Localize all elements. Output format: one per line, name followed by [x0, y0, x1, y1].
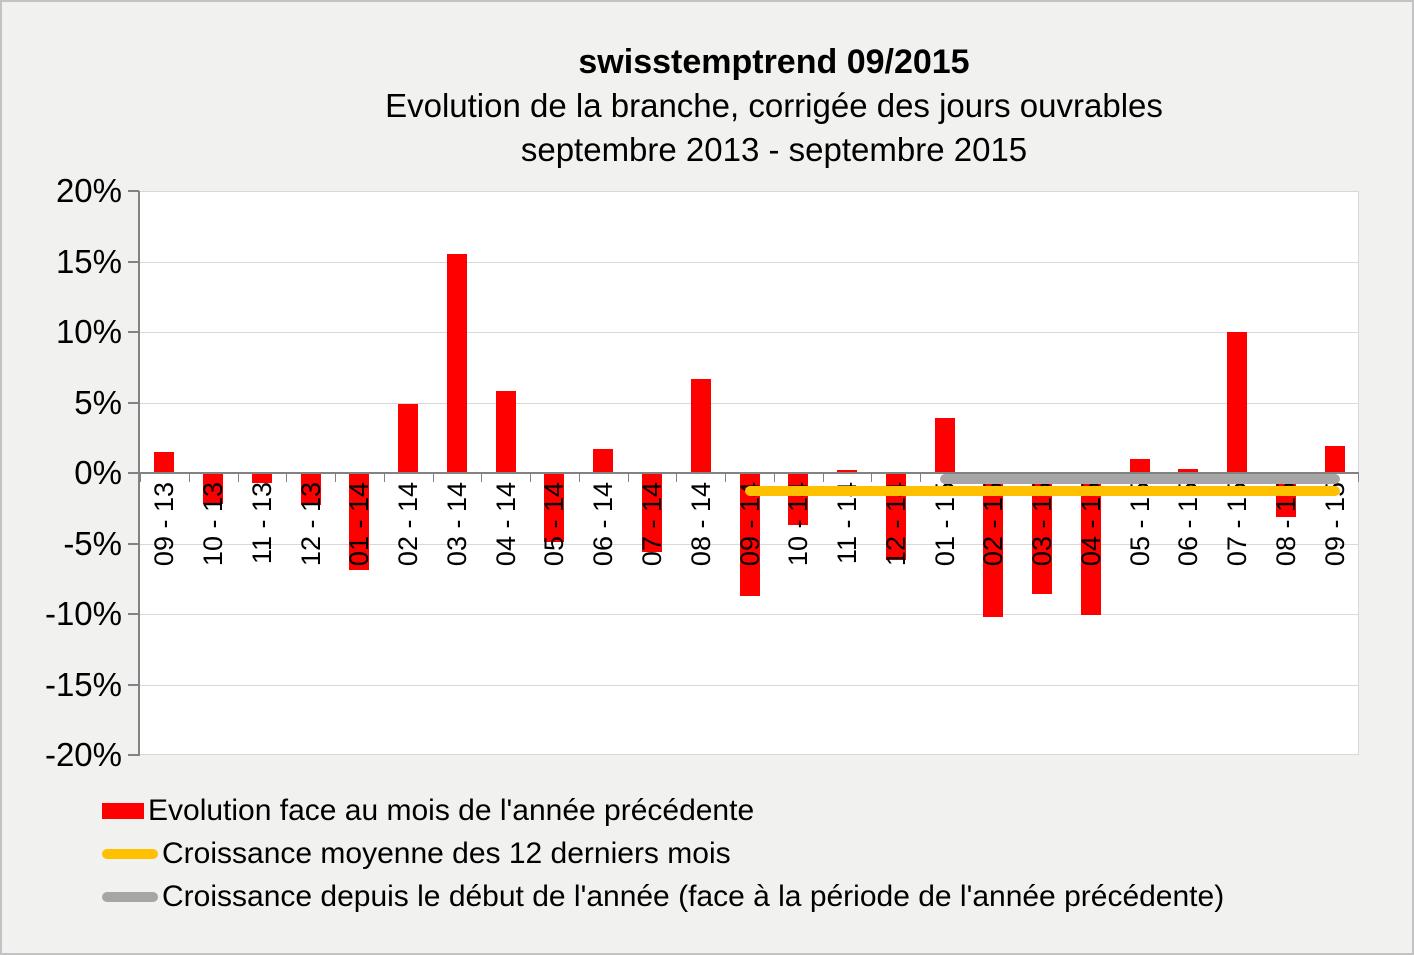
gridline	[140, 614, 1359, 615]
y-axis-label: -10%	[44, 595, 122, 632]
y-axis-label: 5%	[74, 383, 122, 421]
x-axis-tick	[822, 473, 824, 482]
plot-area: 09 - 13 10 - 13 11 - 13 12 - 13 01 - 14 02 - …	[140, 191, 1359, 755]
y-axis-label: 20%	[55, 172, 122, 209]
bar	[203, 473, 224, 505]
x-axis-label: 12 - 13	[295, 482, 326, 567]
x-axis-tick	[286, 473, 288, 482]
legend-item-label: Croissance moyenne des 12 derniers mois	[162, 836, 731, 870]
bar	[690, 378, 711, 473]
x-axis-label: 06 - 14	[588, 482, 619, 567]
x-axis-label: 03 - 14	[441, 482, 472, 567]
y-axis-label: 0%	[74, 454, 122, 491]
x-axis-label: 10 - 13	[198, 482, 229, 567]
bar	[349, 473, 370, 571]
y-axis-label: 10%	[55, 313, 122, 350]
x-axis-label: 07 - 14	[636, 482, 667, 567]
gridline	[140, 191, 1359, 192]
x-axis-tick	[773, 473, 775, 482]
y-axis-tick	[128, 331, 139, 333]
bar	[934, 418, 955, 473]
x-axis-tick	[383, 473, 385, 482]
x-axis-tick	[725, 473, 727, 482]
legend-item-label: Croissance depuis le début de l'année (f…	[162, 879, 1225, 913]
x-axis-tick	[920, 473, 922, 482]
x-axis-tick	[140, 473, 141, 482]
legend-line-swatch-gray-icon	[102, 891, 158, 902]
gridline	[140, 332, 1359, 333]
bar	[739, 473, 760, 596]
bar	[1032, 473, 1053, 595]
gridline	[140, 402, 1359, 404]
bar	[398, 403, 419, 473]
legend-line-swatch-orange-icon	[102, 848, 158, 859]
bar	[446, 254, 467, 473]
y-axis-tick	[128, 613, 139, 615]
y-axis-label: -5%	[63, 524, 122, 562]
gridline	[140, 261, 1359, 263]
bar	[593, 449, 614, 473]
y-axis-label: -20%	[44, 736, 122, 773]
avg-12-months-line	[744, 485, 1340, 496]
y-axis-tick	[128, 260, 139, 263]
y-axis-line	[138, 191, 140, 756]
x-axis-label: 04 - 14	[490, 482, 521, 567]
y-axis-label: -15%	[44, 665, 122, 703]
x-axis-tick	[237, 473, 239, 482]
x-axis-tick	[676, 473, 678, 482]
bar	[641, 473, 662, 552]
bar	[1324, 446, 1345, 473]
x-axis-tick	[335, 473, 337, 482]
bar	[983, 473, 1004, 617]
bar	[495, 391, 516, 473]
x-axis-tick	[188, 473, 190, 482]
x-axis-tick	[432, 473, 434, 482]
x-axis-tick	[578, 473, 580, 482]
legend-item: Croissance depuis le début de l'année (f…	[102, 875, 1224, 918]
y-axis-tick	[128, 754, 139, 756]
bar	[251, 473, 272, 483]
bar	[1129, 458, 1150, 473]
bar	[544, 473, 565, 543]
bar	[1080, 473, 1101, 616]
y-axis-tick	[128, 472, 139, 474]
bar	[1178, 468, 1199, 473]
x-axis-tick	[871, 473, 873, 482]
bar	[300, 473, 321, 506]
x-axis-label: 02 - 14	[393, 482, 424, 567]
chart-legend: Evolution face au mois de l'année précéd…	[102, 789, 1224, 918]
x-axis-label: 05 - 14	[539, 482, 570, 567]
legend-item-label: Evolution face au mois de l'année précéd…	[148, 793, 755, 827]
page-title: swisstemptrend 09/2015	[578, 43, 970, 81]
x-axis-tick	[627, 473, 629, 482]
y-axis-label: 15%	[55, 242, 122, 280]
ytd-growth-line	[939, 474, 1340, 485]
x-axis-tick	[481, 473, 483, 482]
chart-subtitle-line1: Evolution de la branche, corrigée des jo…	[385, 87, 1163, 124]
y-axis-tick	[128, 190, 139, 192]
chart-title-block: swisstemptrend 09/2015 Evolution de la b…	[132, 40, 1412, 172]
x-axis-line	[140, 472, 1359, 474]
legend-bar-swatch-icon	[102, 802, 144, 819]
bar	[1227, 332, 1248, 473]
bar	[837, 470, 858, 473]
chart-subtitle-line2: septembre 2013 - septembre 2015	[520, 131, 1028, 168]
x-axis-label: 01 - 14	[344, 482, 375, 567]
gridline	[140, 754, 1359, 755]
y-axis-tick	[128, 542, 139, 545]
x-axis-tick	[1358, 473, 1359, 482]
x-axis-label: 09 - 13	[149, 482, 180, 567]
x-axis-label: 08 - 14	[685, 482, 716, 567]
gridline	[140, 684, 1359, 686]
legend-item: Evolution face au mois de l'année précéd…	[102, 789, 1224, 832]
x-axis-label: 11 - 13	[246, 482, 277, 565]
x-axis-tick	[530, 473, 532, 482]
legend-item: Croissance moyenne des 12 derniers mois	[102, 832, 1224, 875]
y-axis-tick	[128, 401, 139, 404]
bar	[154, 451, 175, 473]
y-axis-tick	[128, 683, 139, 686]
